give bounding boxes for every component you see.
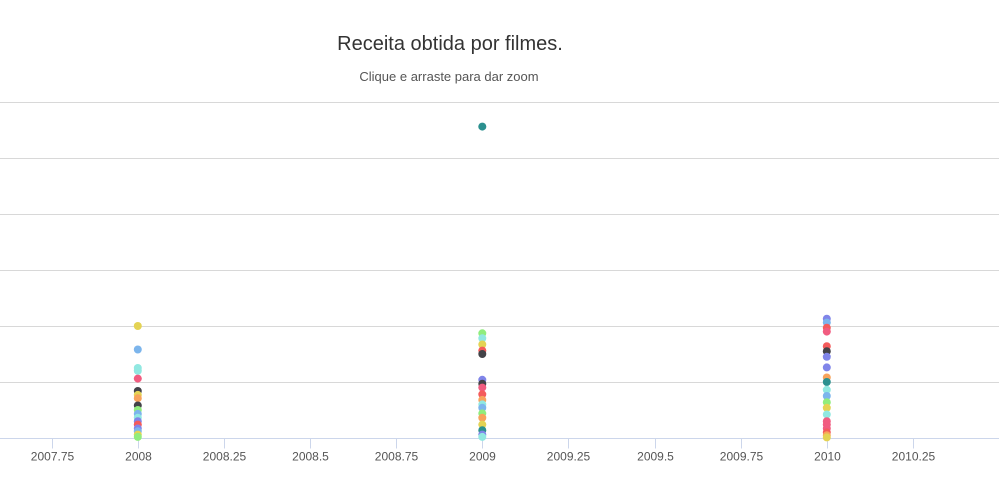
data-point[interactable] (133, 322, 142, 330)
data-point[interactable] (133, 345, 142, 354)
data-point[interactable] (822, 385, 831, 394)
data-point[interactable] (478, 122, 487, 131)
data-point[interactable] (822, 352, 831, 361)
data-point[interactable] (478, 390, 487, 399)
data-points[interactable] (133, 122, 831, 442)
x-tick-label: 2008 (125, 450, 152, 464)
data-point[interactable] (133, 432, 142, 441)
x-tick-label: 2007.75 (31, 450, 75, 464)
data-point[interactable] (478, 413, 487, 422)
x-tick-label: 2009 (469, 450, 496, 464)
x-axis: 2007.75 2008 2008.25 2008.5 2008.75 2009 2009.… (0, 438, 999, 464)
y-gridlines (0, 102, 999, 383)
chart-title: Receita obtida por filmes. (337, 33, 563, 55)
data-point[interactable] (133, 366, 142, 375)
data-point[interactable] (822, 363, 831, 372)
data-point[interactable] (822, 378, 831, 386)
data-point[interactable] (822, 403, 831, 412)
data-point[interactable] (822, 327, 831, 336)
data-point[interactable] (478, 383, 487, 392)
x-tick-label: 2008.25 (203, 450, 247, 464)
x-tick-label: 2010.25 (892, 450, 936, 464)
x-tick-label: 2008.5 (292, 450, 329, 464)
data-point[interactable] (822, 410, 831, 419)
data-point[interactable] (133, 394, 142, 403)
x-tick-label: 2010 (814, 450, 841, 464)
x-tick-label: 2008.75 (375, 450, 419, 464)
data-point[interactable] (478, 403, 487, 412)
chart-subtitle: Clique e arraste para dar zoom (359, 69, 538, 84)
data-point[interactable] (133, 374, 142, 383)
x-tick-label: 2009.5 (637, 450, 674, 464)
x-tick-label: 2009.75 (720, 450, 764, 464)
data-point[interactable] (478, 350, 487, 358)
data-point[interactable] (478, 432, 487, 441)
x-tick-label: 2009.25 (547, 450, 591, 464)
data-point[interactable] (478, 340, 487, 349)
data-point[interactable] (478, 334, 487, 343)
data-point[interactable] (822, 398, 831, 407)
data-point[interactable] (478, 420, 487, 429)
data-point[interactable] (822, 392, 831, 400)
data-point[interactable] (822, 433, 831, 442)
data-point[interactable] (822, 347, 831, 356)
